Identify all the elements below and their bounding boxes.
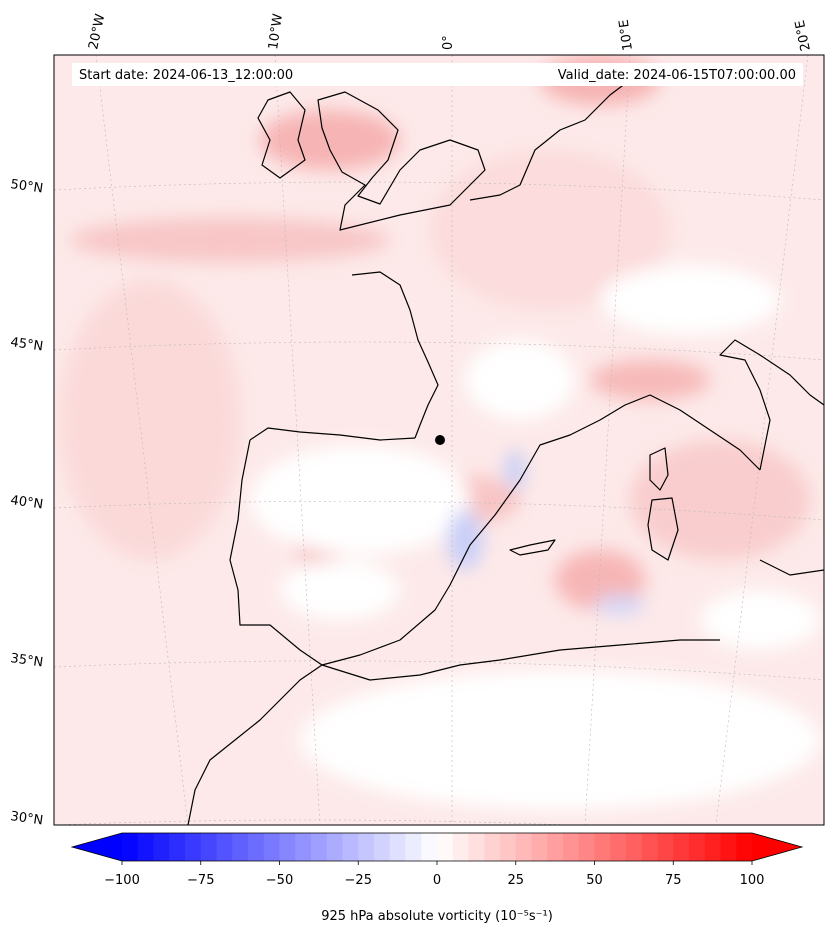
vorticity-shading	[60, 55, 820, 810]
lon-label: 10°W	[266, 13, 286, 51]
colorbar-cell	[500, 833, 517, 861]
colorbar-tick-label: 25	[507, 873, 524, 888]
colorbar-cell	[704, 833, 722, 861]
colorbar: −100 −75 −50 −25 0 25 50 75 100 925 hPa absolute…	[70, 832, 804, 924]
lat-label: 35°N	[9, 651, 44, 670]
colorbar-tick-label: 0	[433, 873, 441, 888]
colorbar-cell	[641, 833, 659, 861]
colorbar-cell	[515, 833, 533, 861]
colorbar-label: 925 hPa absolute vorticity (10⁻⁵s⁻¹)	[321, 909, 553, 924]
coast-sardinia	[647, 497, 679, 561]
colorbar-cell	[374, 833, 391, 861]
lon-label: 10°E	[617, 18, 636, 51]
colorbar-cell	[421, 833, 438, 861]
colorbar-cell	[736, 833, 753, 861]
colorbar-cells	[122, 833, 753, 861]
colorbar-cell	[657, 833, 674, 861]
colorbar-cell	[279, 833, 296, 861]
colorbar-cell	[122, 833, 139, 861]
colorbar-cell	[185, 833, 202, 861]
colorbar-cell	[169, 833, 186, 861]
colorbar-cell	[484, 833, 501, 861]
colorbar-cell	[578, 833, 596, 861]
lat-label: 50°N	[9, 177, 44, 196]
coast-channel	[469, 79, 631, 201]
longitude-labels: 20°W 10°W 0° 10°E 20°E	[86, 12, 814, 52]
colorbar-extend-max	[752, 833, 802, 861]
colorbar-extend-min	[72, 833, 122, 861]
lat-label: 40°N	[9, 493, 44, 512]
colorbar-cell	[437, 833, 454, 861]
colorbar-cell	[153, 833, 170, 861]
colorbar-tick-label: −75	[187, 873, 214, 888]
coast-ireland	[257, 91, 306, 179]
colorbar-cell	[531, 833, 548, 861]
colorbar-cell	[295, 833, 312, 861]
colorbar-cell	[326, 833, 344, 861]
colorbar-cell	[689, 833, 706, 861]
colorbar-tick-label: 100	[740, 873, 765, 888]
start-date-label: Start date: 2024-06-13_12:00:00	[79, 68, 293, 83]
colorbar-cell	[200, 833, 218, 861]
colorbar-cell	[626, 833, 643, 861]
colorbar-tick-label: 75	[665, 873, 682, 888]
lat-label: 45°N	[9, 335, 44, 354]
coast-balearics	[509, 539, 556, 556]
colorbar-tick-label: −100	[104, 873, 140, 888]
header-box	[72, 63, 803, 86]
coast-portugal	[229, 439, 323, 666]
colorbar-cell	[547, 833, 564, 861]
coast-italy	[719, 339, 824, 471]
coast-spain-east	[321, 394, 761, 666]
colorbar-cell	[610, 833, 627, 861]
colorbar-cell	[673, 833, 690, 861]
colorbar-cell	[342, 833, 359, 861]
colorbar-tick-label: −50	[266, 873, 293, 888]
lon-label: 0°	[441, 35, 456, 50]
colorbar-cell	[137, 833, 155, 861]
coastlines	[187, 79, 824, 825]
coast-sicily-tunisia	[759, 559, 824, 576]
colorbar-cell	[216, 833, 233, 861]
map-frame	[53, 54, 825, 826]
colorbar-cell	[232, 833, 249, 861]
colorbar-cell	[563, 833, 580, 861]
coast-corsica	[649, 447, 669, 491]
coast-spain-north	[249, 427, 416, 441]
colorbar-cell	[358, 833, 375, 861]
colorbar-cell	[263, 833, 281, 861]
coast-great-britain	[317, 91, 486, 231]
valid-date-label: Valid_date: 2024-06-15T07:00:00.00	[558, 68, 796, 83]
colorbar-cell	[452, 833, 470, 861]
vorticity-field	[54, 55, 824, 825]
colorbar-cell	[248, 833, 265, 861]
lon-label: 20°E	[793, 19, 814, 53]
lon-label: 20°W	[86, 12, 108, 50]
colorbar-tick-label: 50	[586, 873, 603, 888]
colorbar-cell	[720, 833, 737, 861]
colorbar-cell	[389, 833, 407, 861]
colorbar-ticks: −100 −75 −50 −25 0 25 50 75 100	[104, 861, 764, 888]
marker-point	[435, 435, 445, 445]
colorbar-cell	[594, 833, 611, 861]
coast-north-africa	[187, 664, 323, 825]
colorbar-cell	[405, 833, 422, 861]
colorbar-tick-label: −25	[345, 873, 372, 888]
coast-france-atlantic	[351, 271, 439, 439]
colorbar-cell	[311, 833, 328, 861]
colorbar-cell	[468, 833, 485, 861]
latitude-labels: 50°N 45°N 40°N 35°N 30°N	[9, 177, 44, 828]
graticule	[54, 55, 824, 825]
coast-maghreb	[321, 639, 720, 681]
lat-label: 30°N	[9, 809, 44, 828]
